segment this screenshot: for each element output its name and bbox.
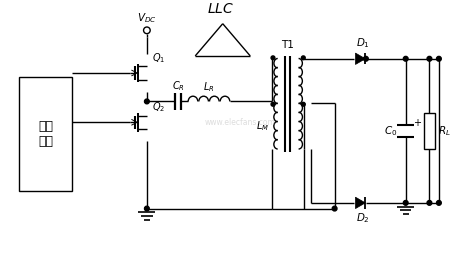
Text: $R_L$: $R_L$	[438, 124, 451, 138]
Text: $D_2$: $D_2$	[356, 211, 370, 225]
Circle shape	[427, 201, 432, 205]
Text: www.elecfans.com: www.elecfans.com	[204, 118, 275, 127]
Text: $Q_{1}$: $Q_{1}$	[152, 51, 165, 65]
Circle shape	[144, 206, 149, 211]
Polygon shape	[355, 53, 365, 64]
Circle shape	[332, 206, 337, 211]
Circle shape	[302, 56, 305, 60]
Text: $C_R$: $C_R$	[172, 79, 185, 93]
Text: $Q_{2}$: $Q_{2}$	[152, 100, 165, 114]
Bar	[19, 77, 72, 191]
Text: +: +	[413, 118, 421, 128]
Text: $V_{DC}$: $V_{DC}$	[137, 11, 157, 25]
Circle shape	[363, 56, 368, 61]
Text: $L_R$: $L_R$	[203, 80, 215, 94]
Bar	[424, 113, 435, 149]
Circle shape	[302, 102, 305, 106]
Text: $L_M$: $L_M$	[256, 119, 269, 133]
Text: T1: T1	[281, 40, 294, 50]
Circle shape	[427, 56, 432, 61]
Circle shape	[437, 201, 441, 205]
Text: $D_1$: $D_1$	[356, 37, 370, 50]
Text: $LLC$: $LLC$	[207, 2, 235, 16]
Text: $C_0$: $C_0$	[384, 124, 397, 138]
Circle shape	[404, 201, 408, 205]
Circle shape	[437, 56, 441, 61]
Circle shape	[271, 102, 275, 106]
Polygon shape	[355, 197, 365, 209]
Circle shape	[144, 99, 149, 104]
Circle shape	[271, 56, 275, 60]
Circle shape	[404, 56, 408, 61]
Text: 控制
电路: 控制 电路	[38, 120, 53, 148]
